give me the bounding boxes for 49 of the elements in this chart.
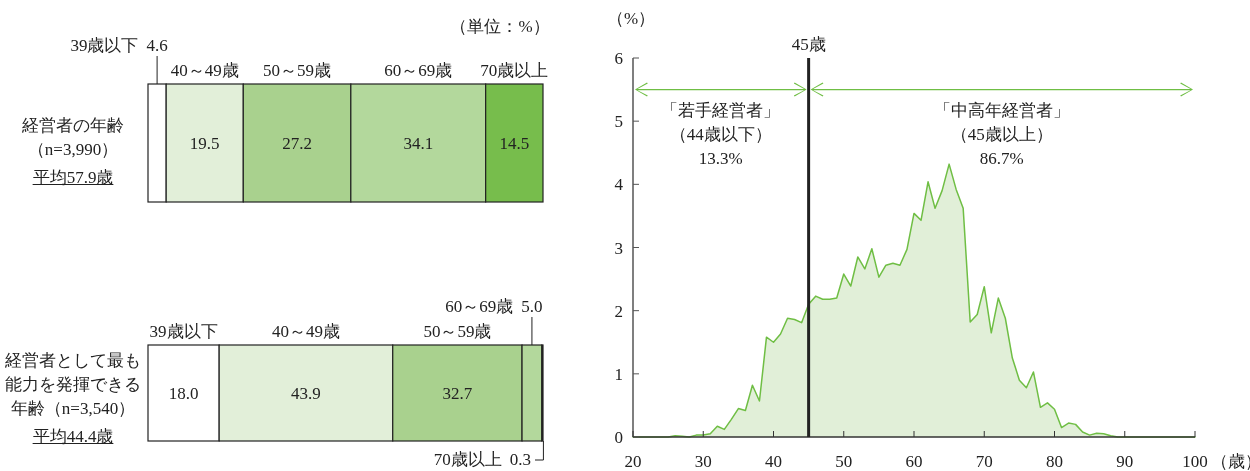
y-tick-label: 5 — [614, 112, 623, 132]
x-tick-label: 70 — [975, 452, 993, 471]
annotation: 13.3% — [698, 148, 743, 168]
text: 平均44.4歳 — [31, 426, 115, 448]
data-label: 19.5 — [189, 134, 220, 153]
data-label: 27.2 — [282, 134, 312, 153]
text: 40～49歳 — [271, 322, 340, 341]
y-axis-title: （%） — [606, 9, 656, 28]
x-tick-label: 30 — [694, 452, 712, 471]
x-tick-label: 50 — [835, 452, 853, 471]
data-label: 14.5 — [499, 134, 530, 153]
annotation: （45歳以上） — [950, 124, 1053, 144]
data-label: 34.1 — [403, 134, 434, 153]
y-tick-label: 経営者の年齢（n=3,990） — [21, 115, 125, 161]
y-tick-label: 4 — [614, 175, 624, 195]
series-label: 40～49歳 — [170, 61, 239, 80]
annotation: 「若手経営者」 — [661, 100, 781, 120]
data-label: 43.9 — [291, 384, 321, 403]
x-tick-label: 100 — [1182, 452, 1208, 471]
series-label: 60～69歳 — [384, 61, 453, 80]
y-tick-label: 1 — [614, 364, 623, 384]
data-label: 0.3 — [509, 450, 531, 469]
series-label: 70歳以上 — [480, 61, 549, 80]
text: 50～59歳 — [423, 322, 492, 341]
text: 平均57.9歳 — [31, 167, 115, 189]
data-label: 32.7 — [442, 384, 473, 403]
x-tick-label: 60 — [905, 452, 923, 471]
y-tick-label: 6 — [614, 49, 623, 68]
annotation: （44歳以下） — [669, 124, 772, 144]
y-tick-label: 0 — [614, 428, 623, 447]
text: 70歳以上 — [433, 450, 502, 469]
annotation: 86.7% — [979, 148, 1024, 168]
y-tick-label: 3 — [614, 238, 623, 258]
x-tick-label: 90 — [1116, 452, 1134, 471]
series-label: 50～59歳 — [263, 61, 332, 80]
y-tick-label: 2 — [614, 301, 623, 321]
data-label: 4.6 — [146, 36, 168, 55]
y-tick-label: 経営者として最も能力を発揮できる年齢（n=3,540） — [4, 350, 142, 420]
annotation: （単位：%） — [450, 17, 550, 36]
x-tick-label: 20 — [624, 452, 642, 471]
text: 60～69歳 — [445, 297, 514, 316]
x-tick-label: 80 — [1046, 452, 1063, 471]
data-label: 18.0 — [168, 384, 199, 403]
series-label: 39歳以下 — [149, 322, 218, 341]
ref-line-label: 45歳 — [791, 35, 826, 54]
text: 39歳以下 — [70, 36, 139, 55]
x-tick-label: 40 — [765, 452, 782, 471]
annotation: 「中高年経営者」 — [933, 100, 1070, 120]
data-label: 5.0 — [521, 297, 543, 316]
